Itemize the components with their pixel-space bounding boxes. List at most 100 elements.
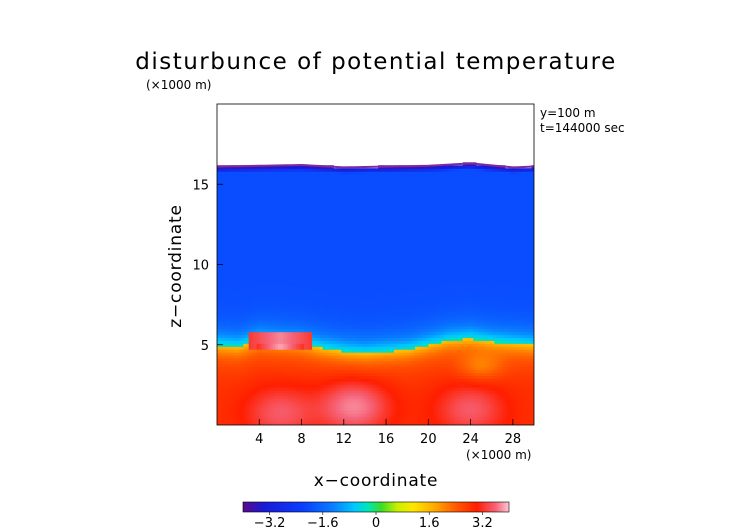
heatmap-cell xyxy=(217,279,221,283)
heatmap-cell xyxy=(246,276,250,280)
heatmap-cell xyxy=(238,328,242,333)
heatmap-cell xyxy=(235,287,239,292)
heatmap-cell xyxy=(230,171,234,175)
heatmap-cell xyxy=(227,241,231,245)
heatmap-cell xyxy=(248,179,252,184)
heatmap-cell xyxy=(227,328,231,333)
heatmap-cell xyxy=(224,369,229,374)
heatmap-cell xyxy=(224,209,229,213)
heatmap-cell xyxy=(253,328,258,333)
heatmap-cell xyxy=(240,206,245,210)
heatmap-cell xyxy=(240,238,245,242)
heatmap-cell xyxy=(224,384,229,388)
heatmap-cell xyxy=(222,185,226,190)
heatmap-cell xyxy=(222,174,226,178)
heatmap-cell xyxy=(230,188,234,193)
heatmap-cell xyxy=(243,188,247,193)
heatmap-cell xyxy=(246,331,250,336)
heatmap-cell xyxy=(219,398,223,403)
heatmap-cell xyxy=(222,302,226,306)
heatmap-cell xyxy=(222,346,226,350)
heatmap-cell xyxy=(253,334,258,339)
heatmap-cell xyxy=(251,308,255,312)
heatmap-cell xyxy=(240,413,245,417)
heatmap-cell xyxy=(219,363,223,368)
heatmap-cell xyxy=(217,185,221,190)
heatmap-cell xyxy=(248,244,252,248)
heatmap-cell xyxy=(246,252,250,257)
heatmap-cell xyxy=(222,328,226,333)
heatmap-cell xyxy=(243,287,247,292)
heatmap-cell xyxy=(235,384,239,388)
heatmap-cell xyxy=(222,282,226,286)
heatmap-cell xyxy=(224,232,229,236)
heatmap-cell xyxy=(232,366,237,371)
heatmap-cell xyxy=(243,238,247,242)
heatmap-cell xyxy=(248,404,252,409)
heatmap-cell xyxy=(230,337,234,341)
heatmap-cell xyxy=(227,296,231,301)
heatmap-cell xyxy=(217,284,221,289)
heatmap-cell xyxy=(251,179,255,184)
heatmap-cell xyxy=(248,296,252,301)
heatmap-cell xyxy=(235,244,239,248)
heatmap-cell xyxy=(227,375,231,379)
heatmap-cell xyxy=(238,182,242,187)
heatmap-cell xyxy=(222,249,226,254)
heatmap-cell xyxy=(224,284,229,289)
heatmap-cell xyxy=(222,229,226,233)
heatmap-cell xyxy=(222,384,226,388)
heatmap-cell xyxy=(240,389,245,394)
heatmap-cell xyxy=(251,346,255,350)
heatmap-cell xyxy=(227,249,231,254)
heatmap-cell xyxy=(222,200,226,204)
heatmap-cell xyxy=(235,381,239,385)
heatmap-cell xyxy=(238,360,242,365)
heatmap-cell xyxy=(217,378,221,382)
heatmap-cell xyxy=(246,360,250,365)
heatmap-cell xyxy=(235,235,239,239)
heatmap-cell xyxy=(248,319,252,324)
heatmap-cell xyxy=(235,246,239,251)
heatmap-cell xyxy=(243,354,247,359)
heatmap-cell xyxy=(217,168,221,172)
heatmap-cell xyxy=(248,366,252,371)
heatmap-cell xyxy=(243,209,247,213)
heatmap-cell xyxy=(235,217,239,222)
heatmap-cell xyxy=(222,226,226,231)
heatmap-cell xyxy=(227,206,231,210)
heatmap-cell xyxy=(251,282,255,286)
heatmap-cell xyxy=(219,284,223,289)
heatmap-cell xyxy=(219,308,223,312)
heatmap-cell xyxy=(243,369,247,374)
heatmap-cell xyxy=(243,352,247,356)
heatmap-cell xyxy=(232,246,237,251)
heatmap-cell xyxy=(227,200,231,204)
heatmap-cell xyxy=(240,319,245,324)
heatmap-cell xyxy=(222,314,226,318)
heatmap-cell xyxy=(227,220,231,225)
heatmap-cell xyxy=(232,314,237,318)
heatmap-cell xyxy=(251,387,255,391)
heatmap-cell xyxy=(222,387,226,391)
heatmap-cell xyxy=(217,410,221,414)
heatmap-cell xyxy=(230,258,234,263)
heatmap-cell xyxy=(238,331,242,336)
heatmap-cell xyxy=(251,197,255,201)
heatmap-cell xyxy=(232,328,237,333)
heatmap-cell xyxy=(251,241,255,245)
heatmap-cell xyxy=(235,203,239,207)
heatmap-cell xyxy=(219,302,223,306)
heatmap-cell xyxy=(230,249,234,254)
heatmap-cell xyxy=(222,171,226,175)
heatmap-cell xyxy=(230,404,234,409)
heatmap-cell xyxy=(243,325,247,330)
heatmap-cell xyxy=(248,401,252,406)
heatmap-cell xyxy=(227,179,231,184)
heatmap-cell xyxy=(232,179,237,184)
heatmap-cell xyxy=(222,197,226,201)
heatmap-cell xyxy=(238,276,242,280)
heatmap-cell xyxy=(227,168,231,172)
heatmap-cell xyxy=(235,395,239,400)
heatmap-cell xyxy=(232,334,237,339)
